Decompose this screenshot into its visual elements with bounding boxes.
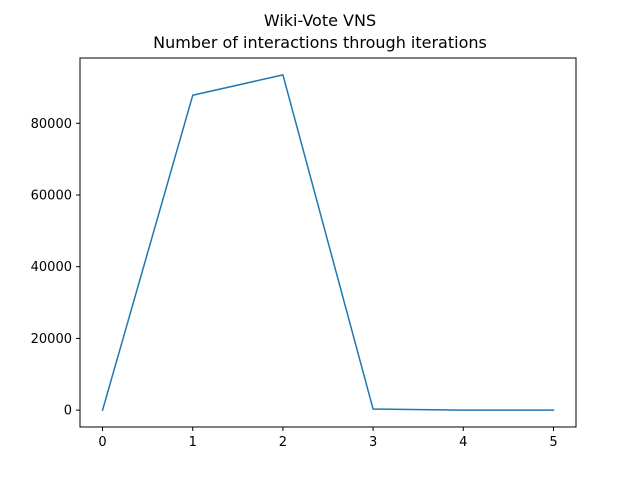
chart-title: Wiki-Vote VNS — [263, 11, 377, 30]
x-tick-label: 1 — [189, 435, 197, 450]
x-tick-label: 5 — [549, 435, 557, 450]
chart-subtitle: Number of interactions through iteration… — [153, 33, 487, 52]
y-tick-label: 80000 — [31, 117, 72, 132]
y-tick-label: 40000 — [31, 260, 72, 275]
y-tick-label: 60000 — [31, 188, 72, 203]
y-tick-label: 20000 — [31, 332, 72, 347]
x-tick-label: 3 — [369, 435, 377, 450]
x-tick-label: 4 — [459, 435, 467, 450]
axes-frame — [79, 57, 577, 428]
series-line-0 — [101, 74, 555, 412]
y-tick-label: 0 — [64, 404, 72, 419]
x-tick-label: 0 — [98, 435, 106, 450]
x-tick-label: 2 — [279, 435, 287, 450]
